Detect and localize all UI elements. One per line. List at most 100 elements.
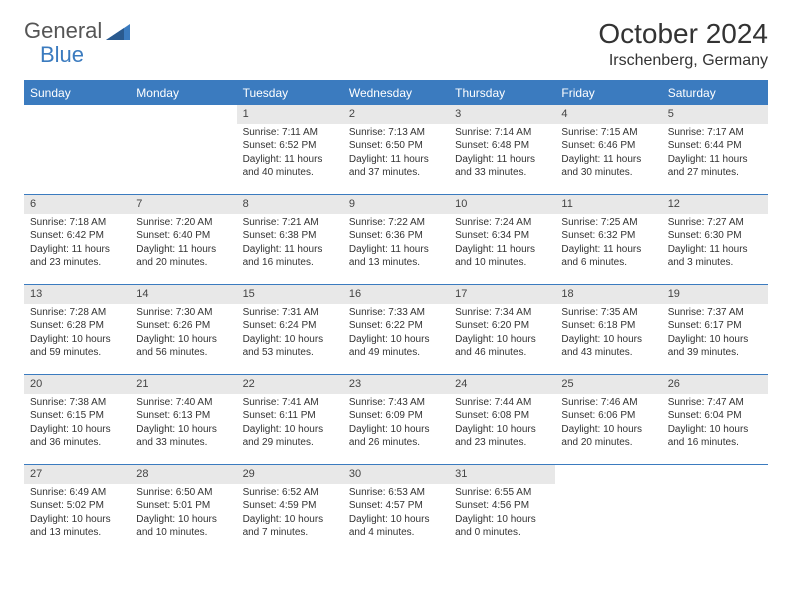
day-number: 30: [343, 465, 449, 484]
day-details: Sunrise: 7:24 AMSunset: 6:34 PMDaylight:…: [449, 214, 555, 274]
calendar-day-cell: 4Sunrise: 7:15 AMSunset: 6:46 PMDaylight…: [555, 105, 661, 195]
daylight-text: Daylight: 11 hours and 20 minutes.: [136, 243, 230, 270]
sunrise-text: Sunrise: 7:17 AM: [668, 126, 762, 140]
sunset-text: Sunset: 6:28 PM: [30, 319, 124, 333]
day-details: Sunrise: 7:28 AMSunset: 6:28 PMDaylight:…: [24, 304, 130, 364]
day-details: Sunrise: 7:22 AMSunset: 6:36 PMDaylight:…: [343, 214, 449, 274]
day-details: Sunrise: 7:30 AMSunset: 6:26 PMDaylight:…: [130, 304, 236, 364]
daylight-text: Daylight: 11 hours and 37 minutes.: [349, 153, 443, 180]
daylight-text: Daylight: 10 hours and 59 minutes.: [30, 333, 124, 360]
daylight-text: Daylight: 10 hours and 36 minutes.: [30, 423, 124, 450]
calendar-week-row: 6Sunrise: 7:18 AMSunset: 6:42 PMDaylight…: [24, 195, 768, 285]
calendar-day-cell: 31Sunrise: 6:55 AMSunset: 4:56 PMDayligh…: [449, 465, 555, 555]
day-details: Sunrise: 7:14 AMSunset: 6:48 PMDaylight:…: [449, 124, 555, 184]
daylight-text: Daylight: 11 hours and 10 minutes.: [455, 243, 549, 270]
day-details: Sunrise: 6:49 AMSunset: 5:02 PMDaylight:…: [24, 484, 130, 544]
calendar-day-cell: 16Sunrise: 7:33 AMSunset: 6:22 PMDayligh…: [343, 285, 449, 375]
sunrise-text: Sunrise: 6:49 AM: [30, 486, 124, 500]
sunrise-text: Sunrise: 7:25 AM: [561, 216, 655, 230]
calendar-day-cell: [130, 105, 236, 195]
calendar-day-cell: 23Sunrise: 7:43 AMSunset: 6:09 PMDayligh…: [343, 375, 449, 465]
day-details: Sunrise: 7:37 AMSunset: 6:17 PMDaylight:…: [662, 304, 768, 364]
calendar-day-cell: 7 Sunrise: 7:20 AMSunset: 6:40 PMDaylight…: [130, 195, 236, 285]
header: General October 2024 Irschenberg, German…: [24, 18, 768, 70]
daylight-text: Daylight: 10 hours and 4 minutes.: [349, 513, 443, 540]
day-header: Tuesday: [237, 81, 343, 105]
sunrise-text: Sunrise: 6:55 AM: [455, 486, 549, 500]
day-number: 13: [24, 285, 130, 304]
sunset-text: Sunset: 6:30 PM: [668, 229, 762, 243]
sunset-text: Sunset: 5:02 PM: [30, 499, 124, 513]
daylight-text: Daylight: 11 hours and 30 minutes.: [561, 153, 655, 180]
calendar-day-cell: 14Sunrise: 7:30 AMSunset: 6:26 PMDayligh…: [130, 285, 236, 375]
sunrise-text: Sunrise: 7:31 AM: [243, 306, 337, 320]
sunrise-text: Sunrise: 7:15 AM: [561, 126, 655, 140]
day-details: Sunrise: 7:21 AMSunset: 6:38 PMDaylight:…: [237, 214, 343, 274]
sunrise-text: Sunrise: 7:27 AM: [668, 216, 762, 230]
calendar-day-cell: 18Sunrise: 7:35 AMSunset: 6:18 PMDayligh…: [555, 285, 661, 375]
daylight-text: Daylight: 10 hours and 16 minutes.: [668, 423, 762, 450]
daylight-text: Daylight: 10 hours and 56 minutes.: [136, 333, 230, 360]
daylight-text: Daylight: 10 hours and 10 minutes.: [136, 513, 230, 540]
day-number: 11: [555, 195, 661, 214]
calendar-day-cell: 22Sunrise: 7:41 AMSunset: 6:11 PMDayligh…: [237, 375, 343, 465]
sunrise-text: Sunrise: 6:50 AM: [136, 486, 230, 500]
sunrise-text: Sunrise: 7:44 AM: [455, 396, 549, 410]
sunset-text: Sunset: 4:59 PM: [243, 499, 337, 513]
calendar-day-cell: 15Sunrise: 7:31 AMSunset: 6:24 PMDayligh…: [237, 285, 343, 375]
day-number: 31: [449, 465, 555, 484]
daylight-text: Daylight: 10 hours and 23 minutes.: [455, 423, 549, 450]
sunrise-text: Sunrise: 7:20 AM: [136, 216, 230, 230]
calendar-day-cell: 1Sunrise: 7:11 AMSunset: 6:52 PMDaylight…: [237, 105, 343, 195]
day-header: Sunday: [24, 81, 130, 105]
calendar-day-cell: 11Sunrise: 7:25 AMSunset: 6:32 PMDayligh…: [555, 195, 661, 285]
day-number: 23: [343, 375, 449, 394]
daylight-text: Daylight: 10 hours and 26 minutes.: [349, 423, 443, 450]
daylight-text: Daylight: 11 hours and 13 minutes.: [349, 243, 443, 270]
day-number: 21: [130, 375, 236, 394]
brand-word-1: General: [24, 18, 102, 44]
sunrise-text: Sunrise: 7:21 AM: [243, 216, 337, 230]
daylight-text: Daylight: 10 hours and 29 minutes.: [243, 423, 337, 450]
daylight-text: Daylight: 11 hours and 6 minutes.: [561, 243, 655, 270]
sunset-text: Sunset: 5:01 PM: [136, 499, 230, 513]
sunset-text: Sunset: 6:11 PM: [243, 409, 337, 423]
day-number: 22: [237, 375, 343, 394]
day-details: Sunrise: 7:25 AMSunset: 6:32 PMDaylight:…: [555, 214, 661, 274]
sunset-text: Sunset: 6:13 PM: [136, 409, 230, 423]
calendar-table: SundayMondayTuesdayWednesdayThursdayFrid…: [24, 80, 768, 555]
calendar-day-cell: [555, 465, 661, 555]
calendar-day-cell: 3Sunrise: 7:14 AMSunset: 6:48 PMDaylight…: [449, 105, 555, 195]
day-number: 7: [130, 195, 236, 214]
day-header: Friday: [555, 81, 661, 105]
day-details: Sunrise: 7:47 AMSunset: 6:04 PMDaylight:…: [662, 394, 768, 454]
sunset-text: Sunset: 6:24 PM: [243, 319, 337, 333]
calendar-day-cell: 12Sunrise: 7:27 AMSunset: 6:30 PMDayligh…: [662, 195, 768, 285]
calendar-day-cell: 2Sunrise: 7:13 AMSunset: 6:50 PMDaylight…: [343, 105, 449, 195]
day-details: Sunrise: 7:44 AMSunset: 6:08 PMDaylight:…: [449, 394, 555, 454]
day-header: Monday: [130, 81, 236, 105]
sunset-text: Sunset: 4:56 PM: [455, 499, 549, 513]
sunrise-text: Sunrise: 6:52 AM: [243, 486, 337, 500]
day-number: 1: [237, 105, 343, 124]
day-number: 15: [237, 285, 343, 304]
sunrise-text: Sunrise: 7:24 AM: [455, 216, 549, 230]
daylight-text: Daylight: 10 hours and 7 minutes.: [243, 513, 337, 540]
day-details: Sunrise: 7:31 AMSunset: 6:24 PMDaylight:…: [237, 304, 343, 364]
calendar-week-row: 1Sunrise: 7:11 AMSunset: 6:52 PMDaylight…: [24, 105, 768, 195]
daylight-text: Daylight: 10 hours and 20 minutes.: [561, 423, 655, 450]
sunset-text: Sunset: 6:40 PM: [136, 229, 230, 243]
calendar-day-cell: 30Sunrise: 6:53 AMSunset: 4:57 PMDayligh…: [343, 465, 449, 555]
location: Irschenberg, Germany: [598, 52, 768, 70]
day-details: Sunrise: 7:41 AMSunset: 6:11 PMDaylight:…: [237, 394, 343, 454]
calendar-day-cell: 13Sunrise: 7:28 AMSunset: 6:28 PMDayligh…: [24, 285, 130, 375]
sunset-text: Sunset: 6:44 PM: [668, 139, 762, 153]
daylight-text: Daylight: 10 hours and 46 minutes.: [455, 333, 549, 360]
daylight-text: Daylight: 10 hours and 53 minutes.: [243, 333, 337, 360]
calendar-day-cell: 21Sunrise: 7:40 AMSunset: 6:13 PMDayligh…: [130, 375, 236, 465]
sunset-text: Sunset: 6:34 PM: [455, 229, 549, 243]
calendar-day-cell: 10Sunrise: 7:24 AMSunset: 6:34 PMDayligh…: [449, 195, 555, 285]
calendar-day-cell: 28Sunrise: 6:50 AMSunset: 5:01 PMDayligh…: [130, 465, 236, 555]
day-details: Sunrise: 7:11 AMSunset: 6:52 PMDaylight:…: [237, 124, 343, 184]
calendar-header-row: SundayMondayTuesdayWednesdayThursdayFrid…: [24, 81, 768, 105]
